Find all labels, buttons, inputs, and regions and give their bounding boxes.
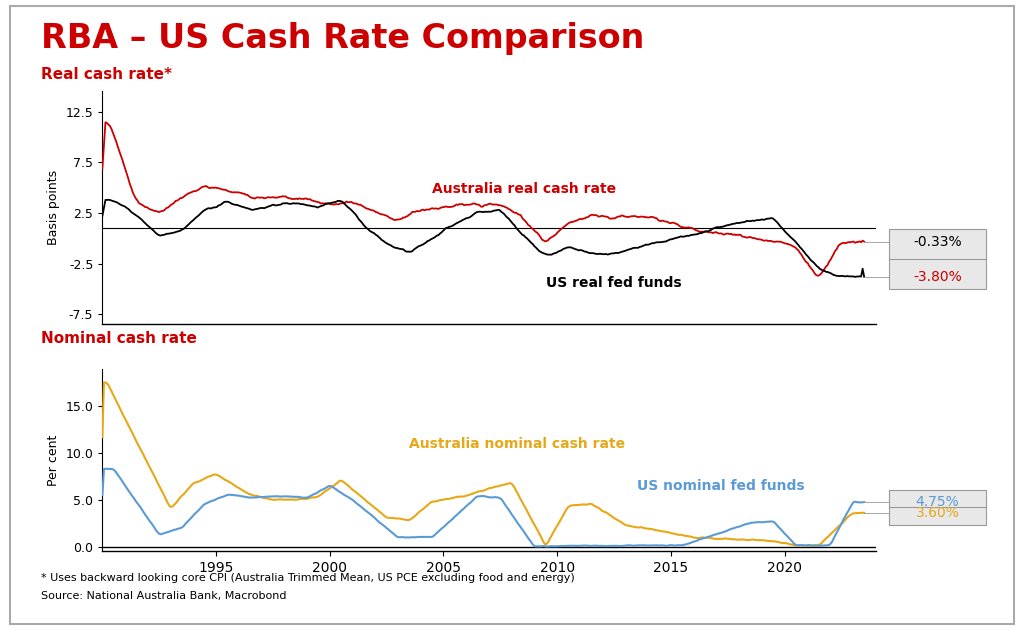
Text: US real fed funds: US real fed funds: [546, 276, 681, 290]
Text: 3.60%: 3.60%: [915, 506, 959, 520]
Text: Nominal cash rate: Nominal cash rate: [41, 331, 197, 346]
Text: Australia real cash rate: Australia real cash rate: [432, 181, 616, 196]
Text: * Uses backward looking core CPI (Australia Trimmed Mean, US PCE excluding food : * Uses backward looking core CPI (Austra…: [41, 573, 574, 583]
Text: -3.80%: -3.80%: [913, 270, 962, 284]
Y-axis label: Basis points: Basis points: [47, 170, 60, 246]
Text: Source: National Australia Bank, Macrobond: Source: National Australia Bank, Macrobo…: [41, 590, 287, 600]
Text: Australia nominal cash rate: Australia nominal cash rate: [410, 437, 626, 451]
Text: 4.75%: 4.75%: [915, 495, 959, 509]
Text: RBA – US Cash Rate Comparison: RBA – US Cash Rate Comparison: [41, 22, 644, 55]
Text: Real cash rate*: Real cash rate*: [41, 67, 172, 82]
Y-axis label: Per cent: Per cent: [47, 434, 60, 486]
Text: -0.33%: -0.33%: [913, 234, 962, 249]
Text: US nominal fed funds: US nominal fed funds: [637, 479, 805, 493]
